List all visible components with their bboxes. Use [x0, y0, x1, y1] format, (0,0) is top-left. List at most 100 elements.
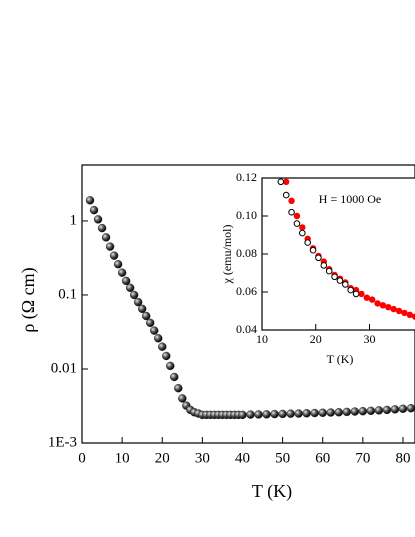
data-point: [109, 251, 119, 260]
data-point: [342, 281, 349, 288]
data-point: [411, 313, 415, 320]
y-tick-label: 0.06: [236, 284, 257, 298]
frame: [81, 164, 415, 444]
data-point: [97, 223, 107, 233]
y-tick-label: 0.08: [236, 246, 257, 260]
data-point: [238, 410, 247, 420]
data-point: [310, 408, 319, 418]
data-point: [141, 311, 151, 321]
data-point: [358, 290, 365, 298]
data-point: [318, 408, 327, 417]
data-point: [385, 304, 392, 311]
x-tick-label: 10: [256, 332, 268, 346]
data-point: [331, 273, 338, 281]
data-point: [121, 276, 131, 286]
data-point: [154, 334, 163, 343]
data-point: [398, 404, 408, 413]
data-point: [299, 224, 306, 231]
data-point: [105, 242, 115, 251]
y-tick-label: 0.01: [51, 360, 77, 376]
data-point: [347, 286, 354, 294]
data-point: [288, 208, 295, 216]
data-point: [363, 294, 371, 301]
data-point: [133, 297, 143, 307]
data-point: [320, 262, 328, 269]
data-point: [170, 372, 179, 382]
data-point: [246, 410, 255, 419]
data-point: [304, 239, 311, 246]
data-point: [390, 305, 397, 313]
data-point: [358, 406, 368, 416]
data-point: [89, 205, 99, 215]
data-point: [390, 405, 400, 414]
y-tick-label: 0.1: [58, 286, 77, 302]
x-tick-label: 30: [195, 450, 210, 466]
data-point: [374, 406, 384, 415]
data-point: [406, 311, 414, 318]
data-point: [277, 178, 285, 186]
data-point: [282, 178, 290, 185]
data-point: [162, 351, 171, 361]
data-point: [342, 407, 351, 417]
data-point: [379, 302, 387, 309]
data-point: [366, 406, 376, 416]
data-point: [166, 361, 175, 371]
data-point: [158, 342, 167, 351]
data-point: [117, 268, 127, 277]
data-point: [101, 233, 111, 242]
x-tick-label: 10: [115, 450, 130, 466]
data-point: [368, 296, 376, 303]
data-point: [174, 384, 183, 393]
x-tick-label: 30: [364, 332, 376, 346]
data-point: [129, 290, 139, 300]
x-tick-label: 70: [355, 450, 370, 466]
y-tick-label: 0.12: [236, 170, 257, 184]
data-point: [350, 407, 360, 416]
data-point: [326, 408, 335, 417]
data-point: [288, 197, 295, 204]
y-tick-label: 1E-3: [48, 434, 77, 450]
data-point: [302, 409, 311, 418]
y-axis-label: χ (emu/mol): [220, 225, 234, 285]
data-point: [309, 246, 317, 254]
data-point: [334, 408, 343, 417]
data-point: [382, 405, 392, 415]
data-point: [286, 409, 295, 418]
data-point: [352, 290, 360, 298]
data-point: [125, 283, 135, 292]
y-tick-label: 0.04: [236, 322, 257, 336]
data-point: [294, 409, 303, 418]
data-point: [254, 410, 263, 419]
data-point: [315, 254, 322, 262]
data-point: [293, 212, 301, 220]
data-point: [325, 267, 333, 275]
data-point: [85, 196, 95, 205]
data-point: [146, 318, 155, 328]
x-tick-label: 50: [275, 450, 290, 466]
data-point: [262, 410, 271, 419]
data-point: [113, 260, 123, 269]
x-tick-label: 80: [395, 450, 410, 466]
data-point: [93, 215, 103, 224]
data-point: [150, 326, 159, 335]
x-tick-label: 20: [155, 450, 170, 466]
data-point: [278, 409, 287, 419]
x-axis-label: T (K): [252, 481, 292, 502]
x-tick-label: 60: [315, 450, 330, 466]
x-tick-label: 20: [310, 332, 322, 346]
data-point: [293, 220, 301, 227]
data-point: [395, 307, 403, 315]
x-tick-label: 40: [235, 450, 250, 466]
y-tick-label: 0.10: [236, 208, 257, 222]
data-point: [178, 394, 187, 403]
x-axis-label: T (K): [327, 352, 354, 366]
data-point: [270, 409, 279, 419]
data-point: [282, 191, 290, 199]
data-point: [137, 304, 147, 314]
data-point: [374, 300, 381, 307]
data-point: [401, 309, 408, 317]
annotation: H = 1000 Oe: [319, 192, 381, 206]
data-point: [336, 277, 344, 284]
data-point: [406, 404, 415, 413]
